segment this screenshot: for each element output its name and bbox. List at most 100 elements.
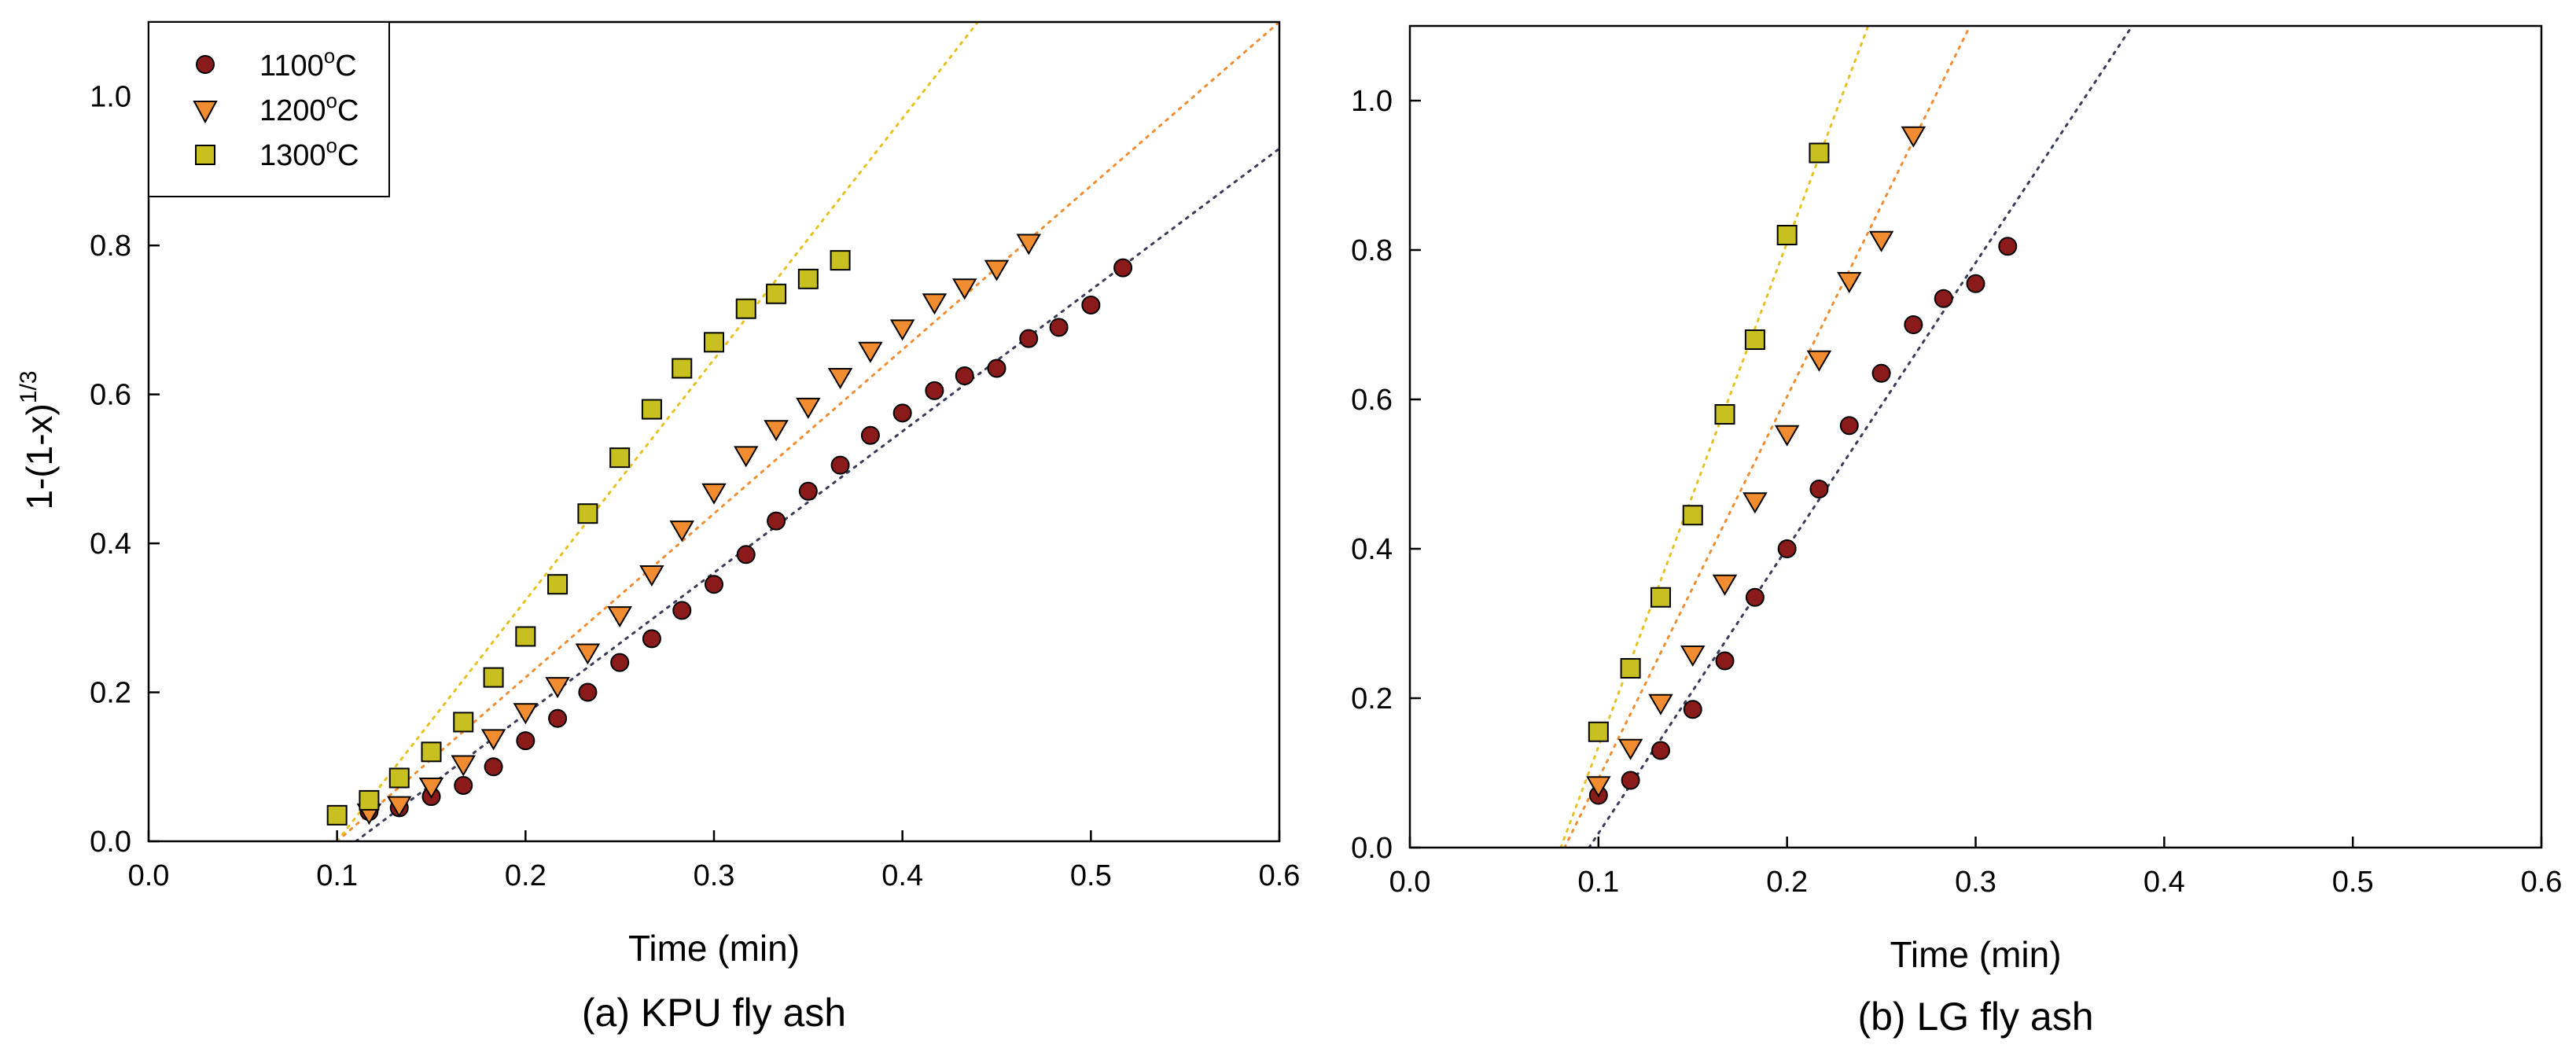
- square-marker: [704, 332, 724, 353]
- x-tick-label: 0.0: [1389, 866, 1431, 899]
- circle-marker: [1049, 318, 1069, 337]
- circle-marker: [1904, 315, 1923, 334]
- triangle-marker: [1901, 126, 1926, 148]
- square-marker: [1809, 142, 1830, 164]
- y-tick-label: 1.0: [90, 81, 131, 114]
- circle-marker: [1650, 741, 1670, 760]
- triangle-marker: [1742, 492, 1768, 514]
- axis-ticks: 0.0 0.1 0.2 0.3 0.4 0.5 0.6 0.0 0.2 0.4 0.6 0.8 1.0: [90, 81, 1300, 892]
- circle-marker-icon: [196, 55, 215, 74]
- circle-marker: [892, 403, 912, 423]
- panel-lg: 0.0 0.1 0.2 0.3 0.4 0.5 0.60.00.20.40.60.81.0 …: [1351, 24, 2562, 1039]
- triangle-marker: [889, 319, 915, 341]
- plot-frame: [1408, 24, 2543, 849]
- legend-label: 1200oC: [259, 89, 359, 127]
- triangle-marker: [1712, 574, 1738, 596]
- circle-marker: [1809, 480, 1829, 498]
- triangle-marker: [480, 729, 506, 751]
- square-marker: [515, 626, 536, 647]
- panel-caption: (b) LG fly ash: [1857, 995, 2093, 1039]
- fit-line: [336, 22, 1279, 841]
- triangle-marker: [1648, 693, 1673, 715]
- x-tick-label: 0.5: [1070, 859, 1112, 892]
- square-marker: [1714, 404, 1735, 425]
- square-marker: [641, 399, 662, 420]
- square-marker: [388, 767, 410, 789]
- panel-caption: (a) KPU fly ash: [582, 991, 846, 1035]
- triangle-marker: [922, 293, 948, 315]
- triangle-marker: [764, 420, 789, 442]
- square-marker: [735, 298, 756, 319]
- x-tick-label: 0.2: [1766, 866, 1808, 899]
- circle-marker: [548, 708, 568, 728]
- triangle-marker: [513, 703, 539, 725]
- x-tick-label: 0.4: [881, 859, 923, 892]
- circle-marker: [1683, 700, 1702, 719]
- square-marker: [830, 250, 851, 271]
- square-marker: [1776, 225, 1798, 245]
- square-marker: [577, 503, 598, 524]
- square-marker: [359, 789, 380, 811]
- y-tick-label: 0.8: [1351, 234, 1393, 267]
- square-marker: [1744, 329, 1765, 350]
- circle-marker: [1113, 258, 1133, 278]
- circle-marker: [610, 653, 630, 672]
- fit-line: [336, 22, 980, 841]
- y-tick-label: 0.2: [90, 677, 131, 710]
- circle-marker: [578, 682, 598, 702]
- triangle-marker: [734, 446, 759, 468]
- triangle-marker: [1806, 350, 1832, 372]
- y-tick-label: 1.0: [1351, 85, 1393, 118]
- circle-marker: [705, 575, 723, 594]
- triangle-marker-icon: [193, 101, 218, 124]
- fit-line: [1588, 26, 2134, 848]
- legend-item-1100: 1100oC: [196, 44, 357, 83]
- legend: 1100oC 1200oC 1300oC: [148, 21, 390, 197]
- square-marker-icon: [195, 145, 215, 165]
- square-marker: [1588, 721, 1609, 742]
- fit-lines: [1559, 26, 2134, 848]
- square-marker: [421, 741, 442, 763]
- circle-marker: [1745, 587, 1765, 607]
- x-axis-label: Time (min): [1890, 934, 2061, 975]
- circle-marker: [1081, 295, 1101, 314]
- y-tick-label: 0.4: [1351, 533, 1393, 566]
- axis-ticks: 0.0 0.1 0.2 0.3 0.4 0.5 0.6 0.0 0.2 0.4 0.6 0.8 1.0: [1351, 85, 2562, 899]
- square-marker: [547, 574, 569, 595]
- triangle-marker: [1016, 234, 1041, 256]
- triangle-marker: [984, 259, 1010, 281]
- circle-marker: [830, 455, 850, 475]
- triangle-marker: [1774, 425, 1800, 447]
- circle-marker: [1934, 289, 1953, 308]
- y-tick-label: 0.0: [90, 826, 131, 859]
- triangle-marker: [387, 796, 412, 818]
- y-tick-label: 0.6: [1351, 384, 1393, 417]
- circle-marker: [1715, 651, 1735, 671]
- triangle-marker: [451, 755, 476, 777]
- circle-marker: [1966, 274, 1985, 293]
- circle-marker: [860, 425, 880, 445]
- fit-lines: [336, 22, 1279, 841]
- x-tick-label: 0.2: [505, 859, 546, 892]
- circle-marker: [672, 601, 692, 620]
- circle-marker: [516, 731, 535, 751]
- y-tick-label: 0.2: [1351, 682, 1393, 715]
- circle-marker: [1777, 539, 1797, 558]
- panel-kpu: 0.0 0.1 0.2 0.3 0.4 0.5 0.60.00.20.40.60.81.0 …: [16, 20, 1300, 1035]
- x-tick-label: 0.6: [2521, 866, 2563, 899]
- y-axis-label: 1-(1-x)1/3: [16, 370, 60, 509]
- triangle-marker: [418, 777, 444, 799]
- x-tick-label: 0.4: [2144, 866, 2185, 899]
- square-marker: [797, 268, 819, 289]
- x-tick-label: 0.5: [2332, 866, 2374, 899]
- x-tick-label: 0.6: [1259, 859, 1301, 892]
- triangle-marker: [669, 520, 694, 543]
- triangle-marker: [1837, 272, 1862, 293]
- triangle-marker: [575, 643, 601, 665]
- triangle-marker: [607, 606, 632, 628]
- square-marker: [1620, 658, 1641, 679]
- square-marker: [453, 712, 474, 733]
- triangle-marker: [1868, 230, 1894, 252]
- circle-marker: [736, 545, 756, 565]
- triangle-marker: [1617, 738, 1643, 760]
